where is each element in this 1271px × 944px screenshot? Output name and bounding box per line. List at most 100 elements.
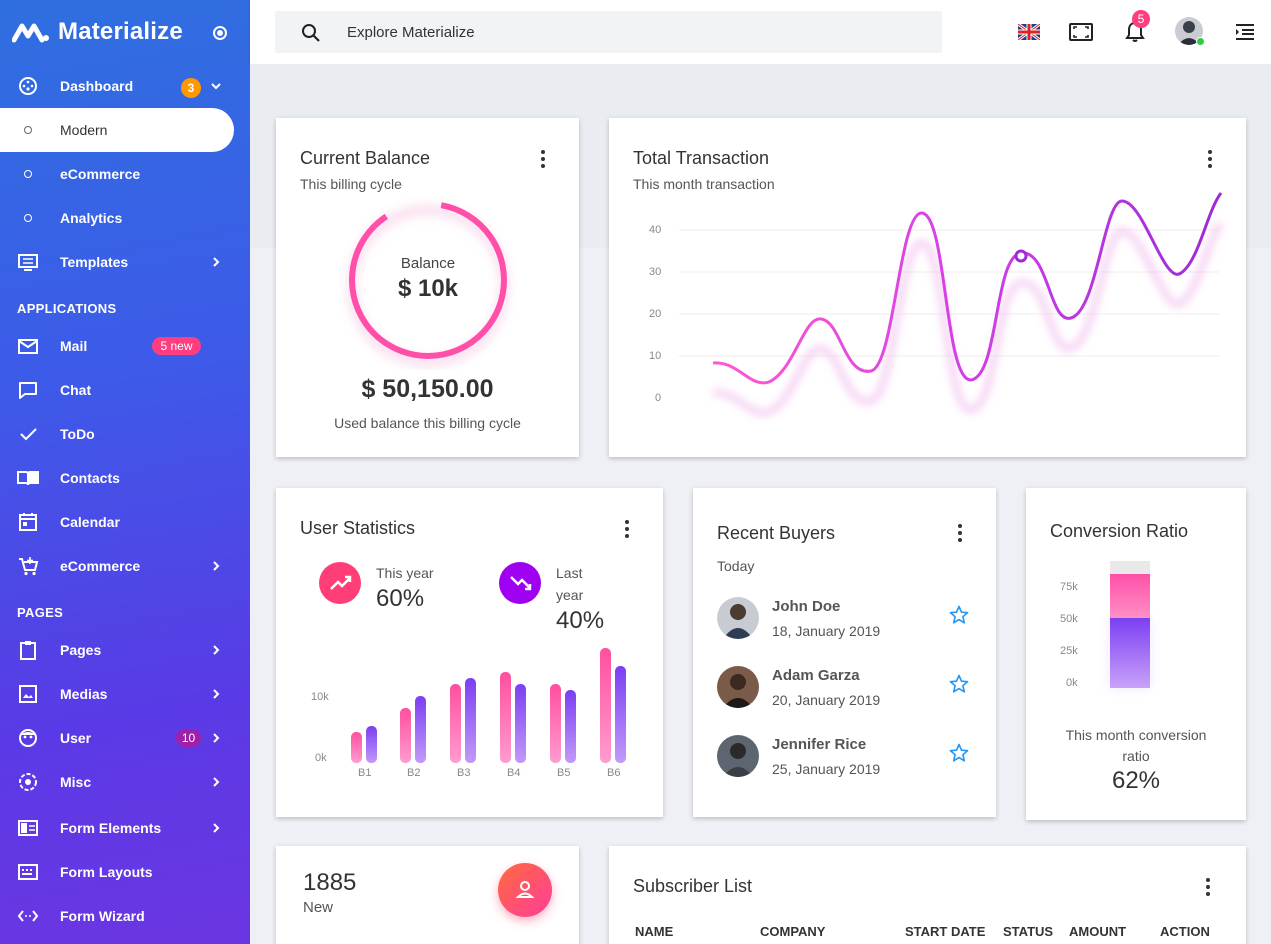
- cart-icon: [19, 557, 39, 576]
- sidebar-item-contacts[interactable]: Contacts: [0, 456, 250, 500]
- indent-menu-icon[interactable]: [1233, 20, 1257, 44]
- uk-flag-icon[interactable]: [1018, 24, 1040, 40]
- bar-group-b4: [500, 672, 526, 763]
- card-title: Total Transaction: [633, 148, 770, 168]
- balance-center-value: $ 10k: [397, 275, 459, 302]
- card-title: Subscriber List: [633, 876, 753, 896]
- sidebar-collapse-toggle[interactable]: [213, 26, 227, 40]
- search-icon[interactable]: [301, 23, 321, 43]
- sidebar-item-label: Form Wizard: [60, 908, 145, 924]
- y-tick-label: 25k: [1060, 645, 1078, 657]
- sidebar-item-pages[interactable]: Pages: [0, 628, 250, 672]
- star-outline-icon[interactable]: [949, 743, 969, 763]
- user-statistics-card: User Statistics This year 60% Last year …: [276, 488, 663, 817]
- more-vert-icon[interactable]: [1207, 150, 1213, 168]
- templates-icon: [18, 254, 38, 271]
- sidebar-item-label: Dashboard: [60, 78, 134, 94]
- chevron-right-icon: [213, 823, 220, 833]
- x-tick-label: B5: [557, 767, 571, 779]
- dashboard-icon: [19, 77, 37, 95]
- sidebar-item-form-layouts[interactable]: Form Layouts: [0, 850, 250, 894]
- brand[interactable]: Materialize: [0, 0, 250, 64]
- card-title: User Statistics: [300, 518, 416, 538]
- online-status-dot: [1196, 37, 1205, 46]
- star-outline-icon[interactable]: [949, 674, 969, 694]
- sidebar-item-form-elements[interactable]: Form Elements: [0, 806, 250, 850]
- chevron-right-icon: [213, 561, 220, 571]
- sidebar-item-label: ToDo: [60, 426, 95, 442]
- sidebar-item-medias[interactable]: Medias: [0, 672, 250, 716]
- user-statistics-bar-chart: [351, 648, 626, 763]
- search-bar[interactable]: [275, 11, 942, 53]
- sidebar-item-label: Contacts: [60, 470, 120, 486]
- person-icon: [498, 863, 552, 917]
- sidebar-item-label: Form Elements: [60, 820, 162, 836]
- sidebar-item-chat[interactable]: Chat: [0, 368, 250, 412]
- conversion-ratio-card: Conversion Ratio 75k 50k 25k 0k This mon…: [1026, 488, 1246, 820]
- x-tick-label: B3: [457, 767, 471, 779]
- conversion-stacked-bar: [1110, 561, 1150, 688]
- sidebar-item-ecommerce[interactable]: eCommerce: [0, 544, 250, 588]
- sidebar-item-label: Pages: [60, 642, 102, 658]
- sidebar-item-templates[interactable]: Templates: [0, 240, 250, 284]
- bar-group-b6: [600, 648, 626, 763]
- bar-group-b5: [550, 684, 576, 763]
- column-header-name[interactable]: NAME: [635, 924, 674, 939]
- bar-group-b1: [351, 726, 377, 763]
- user-face-icon: [19, 729, 37, 747]
- conversion-value: 62%: [1111, 767, 1161, 794]
- sidebar-item-ecommerce-dashboard[interactable]: eCommerce: [0, 152, 250, 196]
- sidebar: Materialize Dashboard 3 Modern eCommerce…: [0, 0, 250, 944]
- total-transaction-card: Total Transaction This month transaction…: [609, 118, 1246, 457]
- brand-name: Materialize: [58, 18, 183, 45]
- fullscreen-icon[interactable]: [1069, 20, 1093, 44]
- balance-amount: $ 50,150.00: [361, 375, 494, 403]
- materialize-logo-icon: [12, 23, 49, 43]
- sidebar-item-analytics[interactable]: Analytics: [0, 196, 250, 240]
- y-tick-label: 10: [649, 350, 662, 362]
- more-vert-icon[interactable]: [1205, 878, 1211, 896]
- avatar: [717, 735, 759, 777]
- x-tick-label: B2: [407, 767, 421, 779]
- more-vert-icon[interactable]: [957, 524, 963, 542]
- sidebar-item-dashboard[interactable]: Dashboard 3: [0, 64, 250, 108]
- current-balance-card: Current Balance This billing cycle Balan…: [276, 118, 579, 457]
- more-vert-icon[interactable]: [540, 150, 546, 168]
- sidebar-item-todo[interactable]: ToDo: [0, 412, 250, 456]
- sidebar-item-form-wizard[interactable]: Form Wizard: [0, 894, 250, 938]
- card-title: Conversion Ratio: [1050, 521, 1189, 541]
- card-title: Recent Buyers: [717, 523, 836, 543]
- section-title-pages: PAGES: [17, 605, 64, 620]
- more-vert-icon[interactable]: [624, 520, 630, 538]
- sidebar-item-modern[interactable]: Modern: [0, 108, 234, 152]
- clipboard-icon: [20, 641, 36, 660]
- mail-icon: [18, 339, 38, 354]
- buyer-date: 20, January 2019: [772, 692, 881, 708]
- sidebar-item-misc[interactable]: Misc: [0, 760, 250, 804]
- subscriber-list-card: Subscriber List NAME COMPANY START DATE …: [609, 846, 1246, 944]
- sidebar-item-calendar[interactable]: Calendar: [0, 500, 250, 544]
- topbar: 5: [250, 0, 1271, 64]
- new-users-label: New: [303, 899, 334, 916]
- conversion-caption-line2: ratio: [1122, 748, 1150, 764]
- star-outline-icon[interactable]: [949, 605, 969, 625]
- this-year-value: 60%: [376, 585, 425, 612]
- sidebar-item-label: Analytics: [60, 210, 123, 226]
- chevron-right-icon: [213, 777, 220, 787]
- column-header-action[interactable]: ACTION: [1160, 924, 1210, 939]
- misc-circle-icon: [19, 773, 37, 791]
- mail-badge: 5 new: [152, 337, 201, 355]
- sidebar-item-user[interactable]: User 10: [0, 716, 250, 760]
- search-input[interactable]: [347, 21, 907, 43]
- column-header-amount[interactable]: AMOUNT: [1069, 924, 1127, 939]
- y-tick-label: 0k: [315, 752, 327, 764]
- column-header-start-date[interactable]: START DATE: [905, 924, 986, 939]
- column-header-status[interactable]: STATUS: [1003, 924, 1054, 939]
- sidebar-item-mail[interactable]: Mail 5 new: [0, 324, 250, 368]
- y-tick-label: 0: [655, 392, 662, 404]
- column-header-company[interactable]: COMPANY: [760, 924, 826, 939]
- card-subtitle: This month transaction: [633, 176, 775, 192]
- bar-group-b3: [450, 678, 476, 763]
- balance-radial-gauge: [347, 201, 509, 367]
- x-tick-label: B4: [507, 767, 521, 779]
